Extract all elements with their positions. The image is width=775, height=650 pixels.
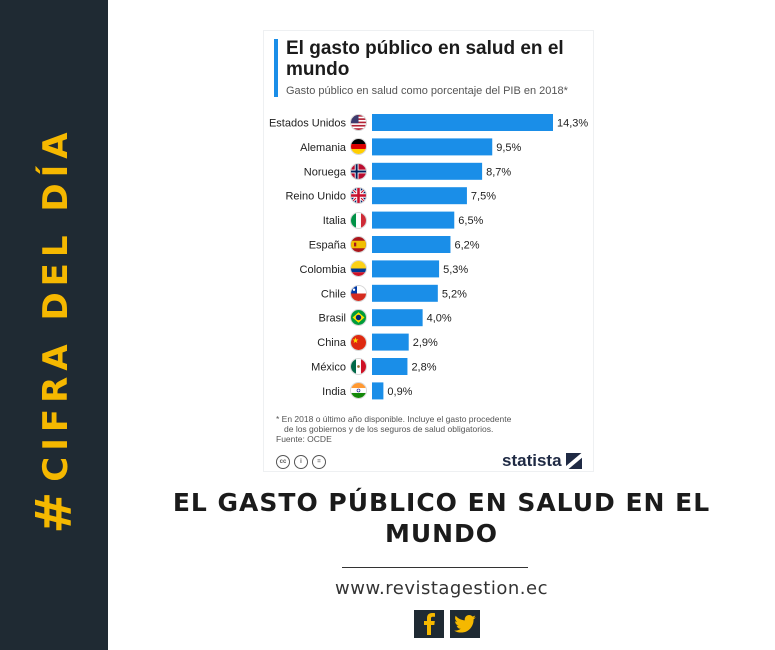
category-label: Alemania	[300, 142, 347, 154]
footnote-line-1: * En 2018 o último año disponible. Inclu…	[276, 414, 512, 424]
value-label: 9,5%	[496, 142, 521, 154]
value-label: 2,8%	[411, 362, 436, 374]
no-derivatives-icon[interactable]: =	[312, 455, 326, 469]
headline-line-1: EL GASTO PÚBLICO EN SALUD EN EL	[172, 488, 711, 517]
facebook-icon	[424, 613, 435, 635]
license-icons: cc i =	[276, 455, 326, 469]
bar	[372, 114, 553, 131]
sidebar-band: # CIFRA DEL DÍA	[0, 0, 108, 650]
china-flag-icon	[350, 333, 367, 351]
bar	[372, 187, 467, 205]
social-links	[414, 610, 480, 638]
category-label: Estados Unidos	[269, 118, 347, 130]
chart-subtitle: Gasto público en salud como porcentaje d…	[286, 85, 568, 97]
uk-flag-icon	[350, 187, 367, 205]
spain-flag-icon	[350, 236, 367, 253]
category-label: México	[311, 362, 346, 374]
mexico-flag-icon	[350, 358, 367, 375]
value-label: 2,9%	[413, 337, 438, 349]
value-label: 5,2%	[442, 288, 467, 300]
twitter-icon	[454, 615, 476, 633]
germany-flag-icon	[350, 138, 367, 156]
category-label: Chile	[321, 288, 346, 300]
divider	[342, 567, 528, 568]
footnote-source: Fuente: OCDE	[276, 434, 332, 444]
value-label: 8,7%	[486, 166, 511, 178]
value-label: 5,3%	[443, 264, 468, 276]
chile-flag-icon	[350, 284, 367, 302]
headline: EL GASTO PÚBLICO EN SALUD EN EL MUNDO	[108, 487, 775, 549]
creative-commons-icon[interactable]: cc	[276, 455, 290, 469]
category-label: China	[317, 337, 347, 349]
bar	[372, 309, 423, 327]
statista-logo-icon	[565, 453, 582, 469]
footnote-line-2: de los gobiernos y de los seguros de sal…	[284, 424, 494, 434]
brazil-flag-icon	[350, 309, 367, 327]
title-accent-bar	[274, 39, 278, 97]
bar	[372, 211, 455, 229]
bar	[372, 162, 483, 180]
bar	[372, 333, 409, 351]
facebook-button[interactable]	[414, 610, 444, 638]
category-label: España	[309, 240, 347, 252]
sidebar-title: # CIFRA DEL DÍA	[25, 126, 83, 533]
value-label: 4,0%	[427, 313, 452, 325]
value-label: 14,3%	[557, 118, 588, 130]
statista-brand[interactable]: statista	[502, 451, 582, 471]
category-label: Reino Unido	[285, 191, 346, 203]
twitter-button[interactable]	[450, 610, 480, 638]
bar-chart: Estados Unidos 14,3% Alemania 9,5% Noruega 8,…	[269, 114, 588, 400]
category-label: Noruega	[304, 166, 347, 178]
attribution-icon[interactable]: i	[294, 455, 308, 469]
site-url[interactable]: www.revistagestion.ec	[335, 578, 548, 599]
value-label: 6,2%	[454, 240, 479, 252]
bar	[372, 260, 440, 278]
bar	[372, 138, 493, 156]
sidebar-title-text: CIFRA DEL DÍA	[36, 126, 76, 482]
value-label: 7,5%	[471, 191, 496, 203]
colombia-flag-icon	[350, 260, 367, 278]
bar	[372, 358, 408, 375]
category-label: Brasil	[318, 313, 346, 325]
category-label: Colombia	[300, 264, 347, 276]
category-label: India	[322, 386, 347, 398]
italy-flag-icon	[350, 211, 367, 229]
chart-footnote: * En 2018 o último año disponible. Inclu…	[276, 414, 576, 444]
chart-card: El gasto público en salud en el mundo Ga…	[263, 30, 594, 472]
bar	[372, 382, 384, 400]
india-flag-icon	[350, 382, 367, 400]
value-label: 6,5%	[458, 215, 483, 227]
category-label: Italia	[323, 215, 347, 227]
usa-flag-icon	[350, 114, 367, 131]
hash-icon: #	[25, 491, 83, 534]
bar	[372, 236, 451, 253]
norway-flag-icon	[350, 162, 367, 180]
chart-title: El gasto público en salud en el mundo	[286, 38, 564, 80]
value-label: 0,9%	[387, 386, 412, 398]
bar	[372, 284, 438, 302]
statista-wordmark: statista	[502, 451, 562, 470]
headline-line-2: MUNDO	[384, 519, 499, 548]
